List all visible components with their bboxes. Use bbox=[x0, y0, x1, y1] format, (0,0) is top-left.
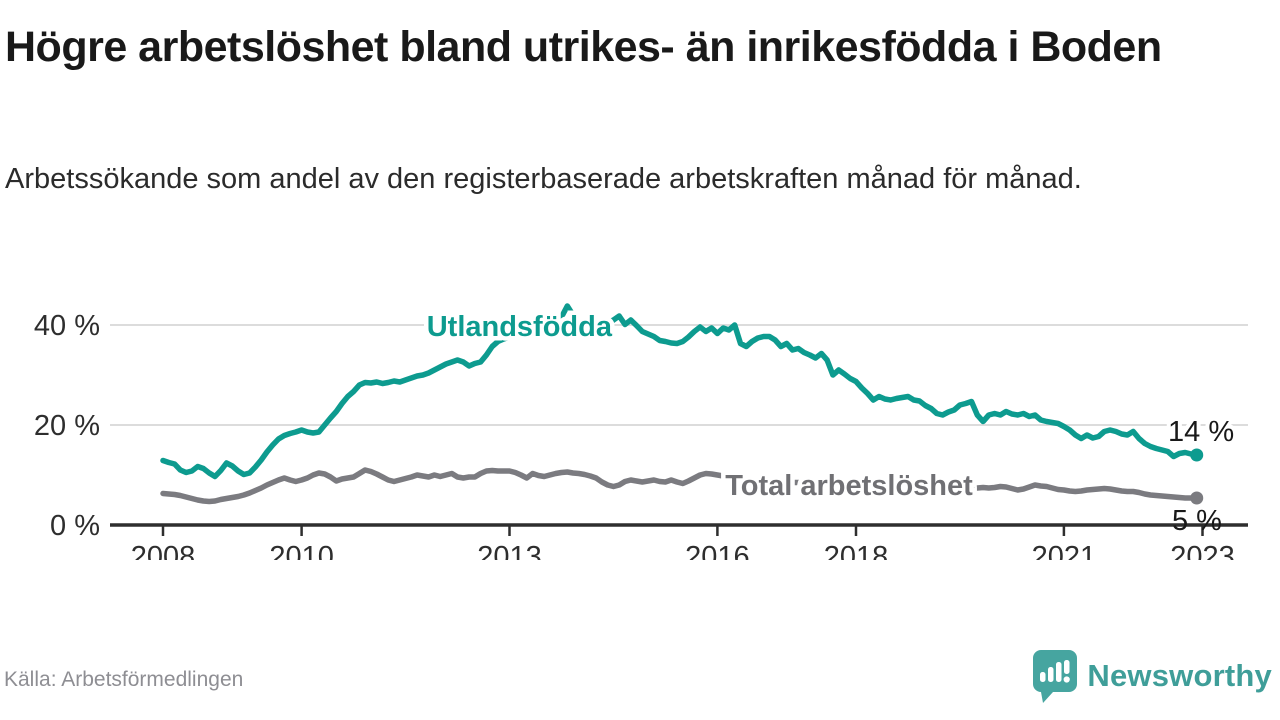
x-tick-label-2018: 2018 bbox=[824, 541, 889, 560]
series-line-utlandsfodda bbox=[160, 303, 1200, 480]
newsworthy-logo-icon bbox=[1033, 650, 1078, 703]
x-tick-label-2016: 2016 bbox=[685, 541, 750, 560]
y-tick-label-40: 40 % bbox=[34, 310, 100, 342]
brand-name: Newsworthy bbox=[1087, 658, 1272, 693]
x-tick-label-2010: 2010 bbox=[269, 541, 334, 560]
x-tick-label-2013: 2013 bbox=[477, 541, 542, 560]
y-axis-labels: 0 % 20 % 40 % bbox=[34, 310, 100, 542]
x-tick-label-2021: 2021 bbox=[1032, 541, 1097, 560]
speech-bubble-shape bbox=[1033, 650, 1078, 703]
series-line-total-arbetsloshet bbox=[160, 467, 1200, 505]
end-value-label-total: 5 % bbox=[1172, 505, 1222, 537]
series-label-total-arbetsloshet: Total arbetslöshet bbox=[725, 470, 973, 502]
series-end-dot-total bbox=[1190, 491, 1204, 505]
y-tick-label-20: 20 % bbox=[34, 410, 100, 442]
series-end-dot-utlandsfodda bbox=[1190, 448, 1204, 462]
chart-subtitle: Arbetssökande som andel av den registerb… bbox=[5, 163, 1082, 195]
y-tick-label-0: 0 % bbox=[50, 510, 100, 542]
x-tick-label-2008: 2008 bbox=[131, 541, 196, 560]
brand-logo: Newsworthy bbox=[1031, 646, 1272, 706]
x-tick-label-2023: 2023 bbox=[1170, 541, 1235, 560]
page-title: Högre arbetslöshet bland utrikes- än inr… bbox=[5, 23, 1162, 71]
line-chart: 0 % 20 % 40 % 2008 2010 2013 2016 2018 2021 2023… bbox=[34, 303, 1248, 560]
series-label-utlandsfodda: Utlandsfödda bbox=[427, 311, 613, 343]
source-attribution: Källa: Arbetsförmedlingen bbox=[4, 668, 244, 691]
end-value-label-utlandsfodda: 14 % bbox=[1168, 416, 1234, 448]
x-axis-labels: 2008 2010 2013 2016 2018 2021 2023 bbox=[131, 541, 1235, 560]
x-axis-ticks bbox=[161, 525, 1204, 536]
